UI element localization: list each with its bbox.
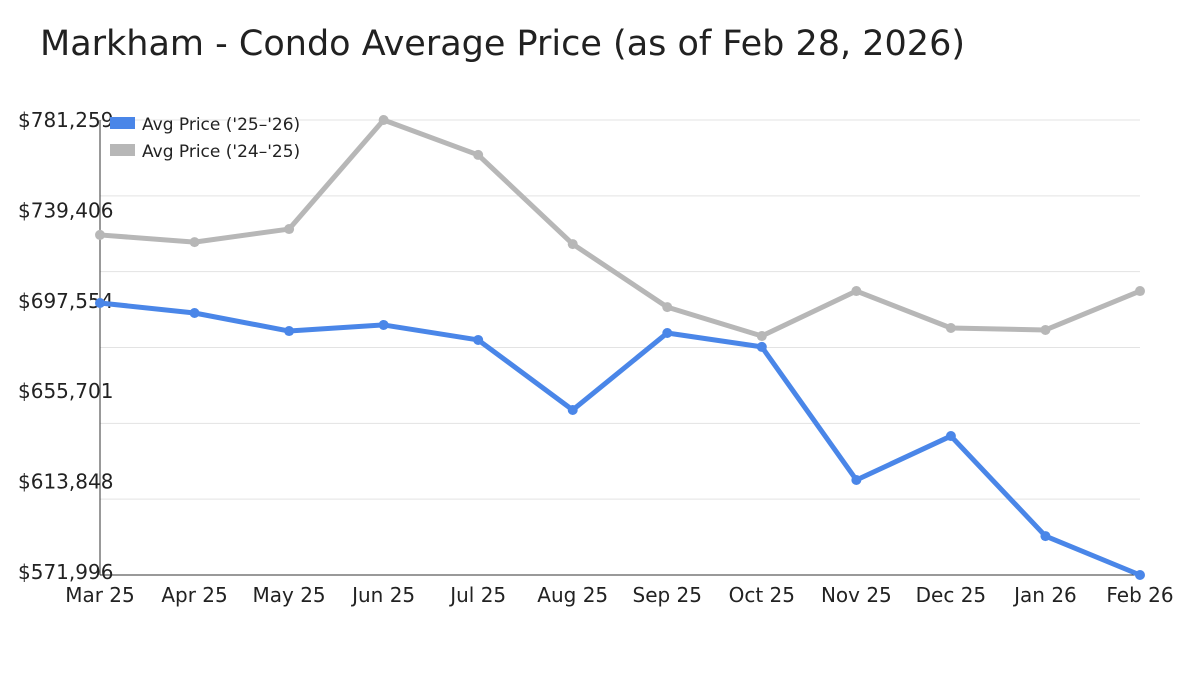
data-point [1135,570,1145,580]
x-tick-label: Nov 25 [821,583,892,607]
data-point [567,239,578,250]
y-tick-label: $571,996 [18,560,113,584]
data-point [95,297,105,308]
data-point [378,319,389,330]
legend-label: Avg Price ('24–'25) [142,142,300,162]
chart-title: Markham - Condo Average Price (as of Feb… [40,24,965,64]
x-tick-label: Jun 25 [350,583,415,607]
legend-swatch [110,117,135,129]
y-tick-label: $655,701 [18,379,113,403]
data-point [945,431,956,442]
x-tick-label: Oct 25 [729,583,795,607]
data-point [189,307,200,318]
x-tick-label: Sep 25 [633,583,703,607]
data-point [189,237,200,248]
data-point [473,334,484,345]
y-tick-label: $739,406 [18,198,113,222]
data-point [851,286,862,297]
y-tick-label: $613,848 [18,470,113,494]
data-point [567,404,578,415]
data-point [662,327,673,338]
x-tick-label: Jan 26 [1012,583,1077,607]
data-point [1135,286,1145,297]
x-tick-label: Aug 25 [537,583,608,607]
data-point [95,229,105,240]
data-point [756,331,767,342]
x-tick-label: Apr 25 [161,583,227,607]
x-tick-label: Feb 26 [1106,583,1173,607]
data-point [1040,324,1051,335]
x-tick-label: Mar 25 [65,583,135,607]
data-point [662,302,673,313]
y-tick-label: $781,259 [18,108,113,132]
x-tick-label: May 25 [253,583,326,607]
legend-swatch [110,144,135,156]
data-point [284,326,295,337]
data-point [756,341,767,352]
series-line-0 [99,300,1141,578]
data-point [473,149,484,160]
data-point [945,322,956,333]
legend-label: Avg Price ('25–'26) [142,115,300,135]
data-point [1040,531,1051,542]
x-tick-label: Dec 25 [916,583,987,607]
data-point [851,474,862,485]
data-point [378,115,389,125]
series-line-1 [99,117,1141,339]
x-tick-label: Jul 25 [448,583,506,607]
data-point [284,224,295,235]
